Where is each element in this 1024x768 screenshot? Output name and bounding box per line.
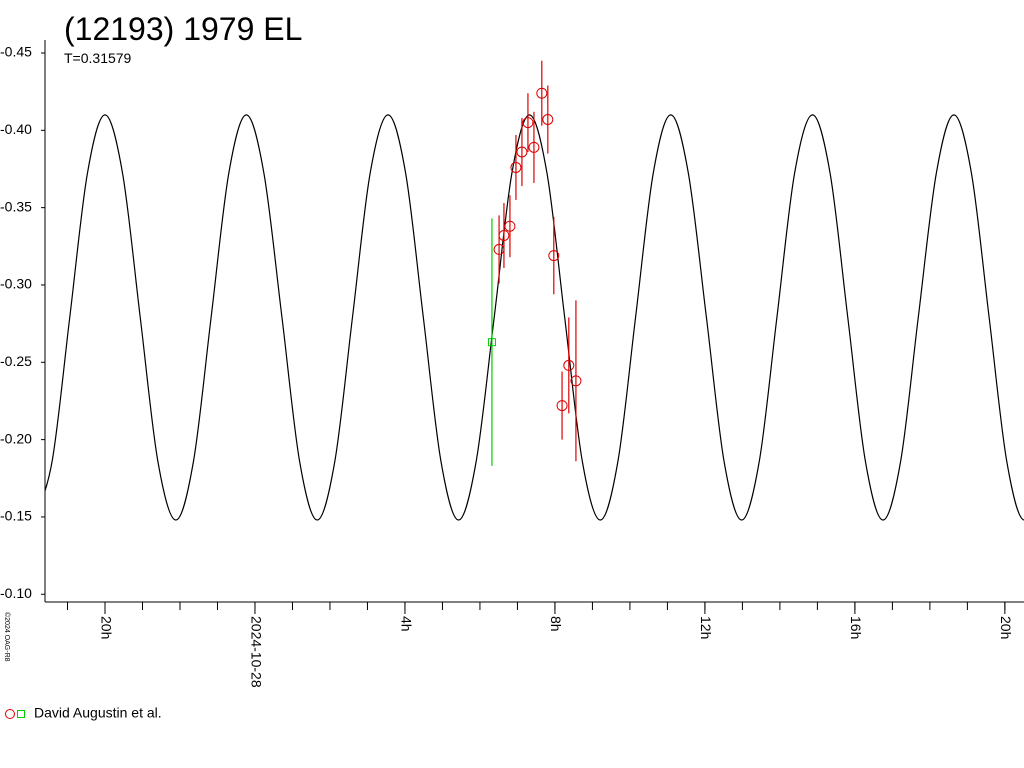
model-curve bbox=[45, 114, 1024, 521]
data-point bbox=[498, 229, 510, 241]
data-point bbox=[548, 250, 560, 262]
y-tick-label: -0.30 bbox=[0, 276, 32, 292]
legend-label: David Augustin et al. bbox=[34, 705, 162, 721]
data-point bbox=[522, 117, 534, 129]
credit: ©2024 OAG-R8 bbox=[3, 612, 11, 662]
y-tick-label: -0.40 bbox=[0, 121, 32, 137]
y-tick-label: -0.15 bbox=[0, 508, 32, 524]
data-point bbox=[570, 375, 582, 387]
y-tick-label: -0.20 bbox=[0, 430, 32, 446]
data-point bbox=[528, 141, 540, 153]
y-tick-label: -0.25 bbox=[0, 353, 32, 369]
data-point bbox=[504, 220, 516, 232]
x-tick-label: 20h bbox=[998, 616, 1014, 639]
x-tick-label: 8h bbox=[548, 616, 564, 632]
legend-symbol bbox=[5, 709, 15, 719]
x-tick-label: 16h bbox=[848, 616, 864, 639]
data-point bbox=[510, 161, 522, 173]
x-tick-label: 2024-10-28 bbox=[248, 616, 264, 688]
legend-symbol bbox=[17, 710, 25, 718]
data-point bbox=[563, 359, 575, 371]
chart-subtitle: T=0.31579 bbox=[64, 50, 132, 66]
data-point bbox=[556, 400, 568, 412]
y-tick-label: -0.45 bbox=[0, 44, 32, 60]
data-point bbox=[487, 338, 496, 347]
plot-area bbox=[45, 60, 1024, 521]
y-tick-label: -0.35 bbox=[0, 198, 32, 214]
data-point bbox=[542, 113, 554, 125]
y-tick-label: -0.10 bbox=[0, 585, 32, 601]
x-tick-label: 20h bbox=[98, 616, 114, 639]
data-point bbox=[516, 146, 528, 158]
x-tick-label: 4h bbox=[398, 616, 414, 632]
x-tick-label: 12h bbox=[698, 616, 714, 639]
chart-title: (12193) 1979 EL bbox=[64, 11, 302, 47]
data-point bbox=[536, 87, 548, 99]
